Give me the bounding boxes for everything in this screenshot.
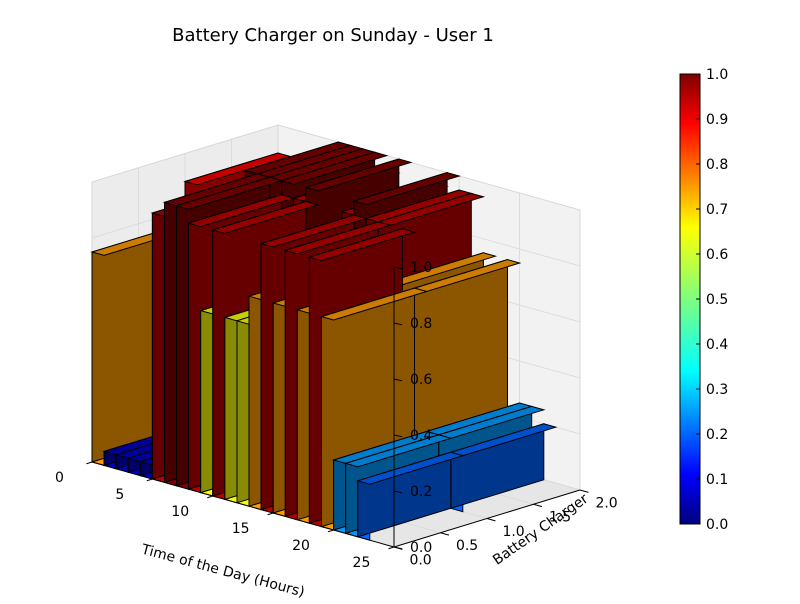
y-tick bbox=[486, 518, 496, 522]
bar-top-face bbox=[211, 200, 320, 234]
colorbar-tick-label: 0.7 bbox=[706, 202, 728, 218]
bar-top-face bbox=[174, 176, 284, 210]
x-tick bbox=[146, 478, 153, 482]
z-tick-label: 0.8 bbox=[410, 316, 432, 332]
z-tick bbox=[393, 490, 403, 494]
colorbar-tick-label: 0.1 bbox=[706, 472, 728, 488]
x-tick-label: 10 bbox=[171, 504, 189, 520]
bar-top-face bbox=[304, 158, 413, 192]
colorbar-tick-label: 0.2 bbox=[706, 427, 728, 443]
grid-line-z bbox=[91, 124, 581, 211]
x-tick-label: 20 bbox=[292, 538, 310, 554]
x-tick bbox=[86, 461, 93, 465]
y-tick bbox=[533, 503, 543, 508]
bar-top-face bbox=[283, 221, 393, 255]
z-tick-label: 0.6 bbox=[410, 372, 432, 388]
colorbar: 0.0 0.1 0.2 0.3 0.4 0.5 0.6 0.7 0.8 0.9 1.0 bbox=[679, 67, 728, 533]
x-tick-label: 25 bbox=[353, 555, 371, 571]
z-tick bbox=[393, 378, 403, 382]
bar-top-face bbox=[307, 228, 417, 262]
colorbar-tick-label: 0.0 bbox=[706, 517, 728, 533]
z-tick-label: 1.0 bbox=[410, 260, 432, 276]
y-tick-label: 1.0 bbox=[502, 524, 524, 540]
z-tick-label: 0.4 bbox=[410, 428, 432, 444]
bar-top-face bbox=[319, 287, 429, 321]
colorbar-tick-label: 1.0 bbox=[706, 67, 728, 83]
x-tick bbox=[267, 512, 274, 516]
bar-top-face bbox=[259, 214, 368, 248]
z-tick bbox=[393, 434, 403, 438]
y-tick bbox=[440, 532, 450, 536]
axes-group: 0 5 10 15 20 25 0.0 0.5 1.0 1.5 2.0 0.0 0.2 0.4 0.6 0.8… bbox=[55, 260, 618, 571]
colorbar-tick-label: 0.5 bbox=[706, 292, 728, 308]
y-tick-label: 1.5 bbox=[549, 510, 571, 526]
x-tick-label: 5 bbox=[115, 487, 124, 503]
x-tick bbox=[207, 495, 213, 499]
colorbar-tick-label: 0.9 bbox=[706, 112, 728, 128]
x-tick bbox=[388, 546, 395, 550]
bar-top-face bbox=[352, 172, 461, 206]
chart-title: Battery Charger on Sunday - User 1 bbox=[172, 25, 494, 46]
z-tick-label: 0.0 bbox=[410, 540, 432, 556]
z-tick-label: 0.2 bbox=[410, 484, 432, 500]
bar-top-face bbox=[343, 434, 453, 468]
colorbar-tick-label: 0.6 bbox=[706, 247, 728, 263]
colorbar-tick-label: 0.8 bbox=[706, 157, 728, 173]
x-tick-label: 0 bbox=[55, 470, 64, 486]
colorbar-tick-label: 0.4 bbox=[706, 337, 728, 353]
y-tick-label: 0.0 bbox=[409, 552, 431, 568]
z-tick bbox=[393, 546, 403, 550]
x-axis-label: Time of the Day (Hours) bbox=[139, 541, 307, 600]
colorbar-tick-label: 0.3 bbox=[706, 382, 728, 398]
y-tick-label: 2.0 bbox=[595, 495, 617, 511]
x-axis-line bbox=[91, 461, 395, 548]
bar bbox=[356, 451, 465, 541]
z-tick bbox=[393, 266, 403, 270]
bars-group bbox=[90, 141, 558, 541]
x-tick-label: 15 bbox=[232, 521, 250, 537]
bar-top-face bbox=[186, 194, 296, 228]
z-tick bbox=[393, 322, 403, 326]
bar-top-face bbox=[279, 151, 389, 185]
y-tick bbox=[579, 489, 589, 493]
bar-top-face bbox=[356, 451, 465, 485]
y-tick-label: 0.5 bbox=[456, 538, 478, 554]
x-tick bbox=[327, 529, 334, 533]
